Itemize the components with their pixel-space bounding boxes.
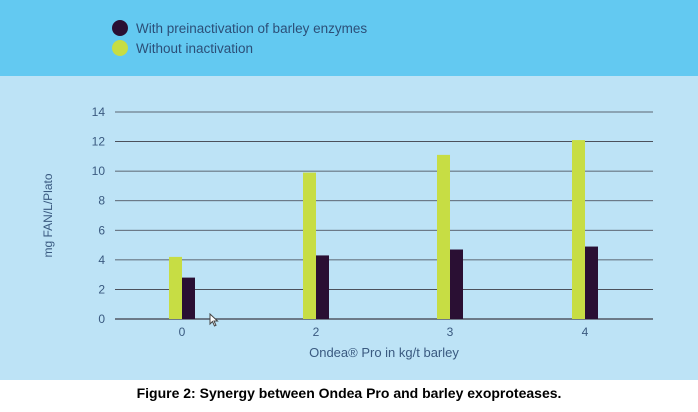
y-tick-label: 2 bbox=[98, 282, 105, 296]
x-tick-label: 2 bbox=[313, 325, 320, 339]
bar-with-preinactivation bbox=[316, 255, 329, 319]
x-tick-label: 3 bbox=[447, 325, 454, 339]
legend-item-with-preinactivation: With preinactivation of barley enzymes bbox=[112, 19, 367, 37]
y-tick-label: 10 bbox=[92, 164, 106, 178]
bar-with-preinactivation bbox=[182, 277, 195, 319]
legend-band: With preinactivation of barley enzymes W… bbox=[0, 0, 698, 76]
bar-with-preinactivation bbox=[585, 246, 598, 319]
y-tick-label: 6 bbox=[98, 223, 105, 237]
bar-chart: 0 2 4 6 8 10 12 14 mg FAN/L/Plato 0 2 3 4 Ondea® Pro … bbox=[41, 105, 653, 360]
y-axis-label: mg FAN/L/Plato bbox=[41, 173, 55, 257]
legend-item-without-inactivation: Without inactivation bbox=[112, 39, 253, 57]
legend-label-with-preinactivation: With preinactivation of barley enzymes bbox=[136, 20, 368, 36]
x-tick-label: 4 bbox=[582, 325, 589, 339]
figure-caption: Figure 2: Synergy between Ondea Pro and … bbox=[136, 385, 562, 401]
bar-without-inactivation bbox=[572, 140, 585, 319]
y-tick-label: 12 bbox=[92, 135, 106, 149]
bar-without-inactivation bbox=[169, 256, 182, 319]
legend-label-without-inactivation: Without inactivation bbox=[136, 40, 254, 56]
x-axis-label: Ondea® Pro in kg/t barley bbox=[309, 345, 459, 360]
mouse-cursor-icon bbox=[209, 313, 219, 327]
y-tick-label: 0 bbox=[98, 312, 105, 326]
legend-swatch-dark-icon bbox=[112, 20, 128, 36]
y-tick-label: 4 bbox=[98, 253, 105, 267]
y-tick-label: 14 bbox=[92, 105, 106, 119]
y-tick-label: 8 bbox=[98, 194, 105, 208]
legend-swatch-green-icon bbox=[112, 40, 128, 56]
bar-without-inactivation bbox=[437, 154, 450, 319]
bar-with-preinactivation bbox=[450, 249, 463, 319]
bar-without-inactivation bbox=[303, 172, 316, 319]
x-tick-label: 0 bbox=[179, 325, 186, 339]
